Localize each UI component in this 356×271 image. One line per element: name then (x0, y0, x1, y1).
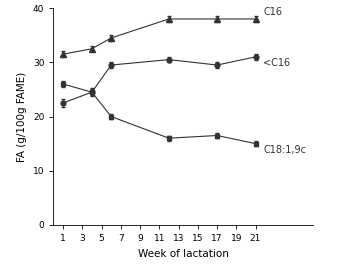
Y-axis label: FA (g/100g FAME): FA (g/100g FAME) (17, 71, 27, 162)
Text: <C16: <C16 (263, 58, 290, 68)
Text: C16: C16 (263, 7, 282, 17)
Text: C18:1,9c: C18:1,9c (263, 145, 306, 155)
X-axis label: Week of lactation: Week of lactation (138, 249, 229, 259)
